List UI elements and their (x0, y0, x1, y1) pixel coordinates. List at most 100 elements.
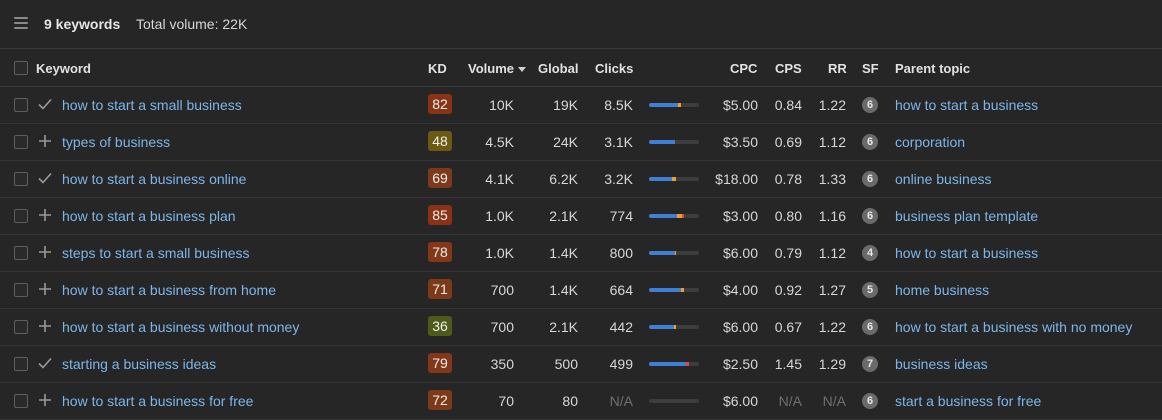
check-icon[interactable] (37, 355, 53, 371)
volume-value: 350 (490, 356, 514, 372)
keyword-link[interactable]: how to start a business without money (62, 319, 300, 335)
column-cpc[interactable]: CPC (730, 61, 758, 76)
clicks-bar-segment (677, 214, 682, 218)
sf-badge[interactable]: 5 (862, 282, 878, 298)
sf-badge[interactable]: 6 (862, 319, 878, 335)
volume-value: 700 (490, 319, 514, 335)
table-row: how to start a business for free 72 70 80 N/… (0, 383, 1162, 420)
cpc-value: $2.50 (722, 356, 758, 372)
row-checkbox[interactable] (14, 357, 28, 371)
rr-value: 1.33 (818, 171, 846, 187)
row-checkbox[interactable] (14, 246, 28, 260)
column-sf[interactable]: SF (862, 61, 879, 76)
plus-icon[interactable] (37, 244, 53, 260)
keyword-link[interactable]: types of business (62, 134, 171, 150)
cps-value: N/A (778, 393, 802, 409)
parent-topic-link[interactable]: how to start a business (895, 97, 1039, 113)
sf-badge[interactable]: 4 (862, 245, 878, 261)
rr-value: 1.16 (818, 208, 846, 224)
column-keyword[interactable]: Keyword (36, 61, 91, 76)
sf-badge[interactable]: 6 (862, 97, 878, 113)
table-row: how to start a business plan 85 1.0K 2.1K 77… (0, 198, 1162, 235)
clicks-bar-segment (681, 288, 684, 292)
cps-value: 0.78 (774, 171, 802, 187)
sf-badge[interactable]: 7 (862, 356, 878, 372)
column-rr[interactable]: RR (828, 61, 847, 76)
clicks-value: 3.1K (604, 134, 633, 150)
clicks-value: 8.5K (604, 97, 633, 113)
plus-icon[interactable] (37, 392, 53, 408)
parent-topic-link[interactable]: business plan template (895, 208, 1039, 224)
clicks-value: 442 (609, 319, 633, 335)
row-checkbox[interactable] (14, 135, 28, 149)
keyword-link[interactable]: how to start a business plan (62, 208, 236, 224)
column-kd[interactable]: KD (428, 61, 447, 76)
table-header: Keyword KD Volume Global Clicks CPC CPS … (0, 49, 1162, 87)
plus-icon[interactable] (37, 207, 53, 223)
clicks-bar-segment (649, 325, 674, 329)
rr-value: 1.12 (818, 134, 846, 150)
table-row: how to start a business online 69 4.1K 6.2K… (0, 161, 1162, 198)
check-icon[interactable] (37, 96, 53, 112)
column-volume[interactable]: Volume (468, 61, 526, 76)
parent-topic-link[interactable]: home business (895, 282, 990, 298)
volume-value: 10K (489, 97, 514, 113)
row-checkbox[interactable] (14, 394, 28, 408)
column-clicks[interactable]: Clicks (595, 61, 634, 76)
column-volume-label: Volume (468, 61, 514, 76)
clicks-distribution-bar (649, 140, 699, 144)
rr-value: 1.22 (818, 319, 846, 335)
keyword-link[interactable]: how to start a small business (62, 97, 242, 113)
kd-badge: 78 (428, 242, 452, 262)
kd-badge: 69 (428, 168, 452, 188)
row-checkbox[interactable] (14, 98, 28, 112)
clicks-distribution-bar (649, 214, 699, 218)
sf-badge[interactable]: 6 (862, 134, 878, 150)
parent-topic-link[interactable]: how to start a business (895, 245, 1039, 261)
keyword-link[interactable]: how to start a business online (62, 171, 247, 187)
column-parent-topic[interactable]: Parent topic (895, 61, 971, 76)
keyword-link[interactable]: how to start a business for free (62, 393, 254, 409)
row-checkbox[interactable] (14, 320, 28, 334)
cps-value: 0.80 (774, 208, 802, 224)
column-global[interactable]: Global (538, 61, 579, 76)
plus-icon[interactable] (37, 281, 53, 297)
row-checkbox[interactable] (14, 283, 28, 297)
cps-value: 0.67 (774, 319, 802, 335)
global-value: 2.1K (549, 208, 578, 224)
parent-topic-link[interactable]: corporation (895, 134, 966, 150)
column-cps[interactable]: CPS (775, 61, 802, 76)
clicks-distribution-bar (649, 288, 699, 292)
volume-value: 700 (490, 282, 514, 298)
keyword-link[interactable]: steps to start a small business (62, 245, 250, 261)
plus-icon[interactable] (37, 133, 53, 149)
sf-badge[interactable]: 6 (862, 208, 878, 224)
row-checkbox[interactable] (14, 209, 28, 223)
keyword-link[interactable]: starting a business ideas (62, 356, 217, 372)
cpc-value: $5.00 (722, 97, 758, 113)
sf-badge[interactable]: 6 (862, 393, 878, 409)
parent-topic-link[interactable]: business ideas (895, 356, 988, 372)
clicks-value: 3.2K (604, 171, 633, 187)
clicks-distribution-bar (649, 251, 699, 255)
sf-badge[interactable]: 6 (862, 171, 878, 187)
rr-value: 1.22 (818, 97, 846, 113)
kd-badge: 48 (428, 131, 452, 151)
select-all-checkbox[interactable] (14, 61, 28, 75)
keyword-link[interactable]: how to start a business from home (62, 282, 276, 298)
row-checkbox[interactable] (14, 172, 28, 186)
volume-value: 1.0K (485, 208, 514, 224)
parent-topic-link[interactable]: online business (895, 171, 992, 187)
cps-value: 0.69 (774, 134, 802, 150)
global-value: 80 (562, 393, 578, 409)
clicks-distribution-bar (649, 362, 699, 366)
rr-value: 1.29 (818, 356, 846, 372)
parent-topic-link[interactable]: start a business for free (895, 393, 1042, 409)
cps-value: 0.79 (774, 245, 802, 261)
clicks-value: 774 (609, 208, 633, 224)
clicks-distribution-bar (649, 325, 699, 329)
check-icon[interactable] (37, 170, 53, 186)
menu-icon[interactable] (14, 17, 28, 29)
parent-topic-link[interactable]: how to start a business with no money (895, 319, 1133, 335)
plus-icon[interactable] (37, 318, 53, 334)
